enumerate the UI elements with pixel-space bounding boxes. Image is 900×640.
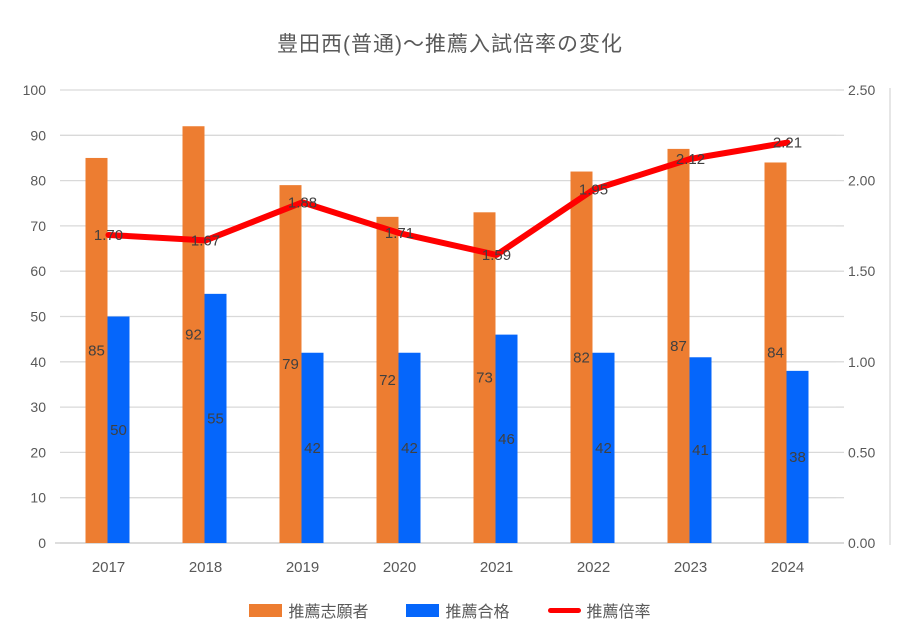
bar-data-label: 38 [789, 449, 806, 466]
legend-item-ratio[interactable]: 推薦倍率 [547, 598, 651, 622]
bar-data-label: 42 [304, 440, 321, 457]
orange-bar-swatch-icon [249, 603, 283, 617]
legend: 推薦志願者 推薦合格 推薦倍率 [0, 598, 900, 622]
bar-推薦志願者 [764, 162, 787, 544]
bar-推薦志願者 [570, 171, 593, 544]
right-axis-tick-label: 1.50 [848, 263, 875, 279]
bar-推薦合格 [204, 293, 227, 543]
right-axis-tick-label: 0.00 [848, 535, 875, 551]
bar-推薦志願者 [279, 185, 302, 543]
left-axis-tick-label: 60 [30, 263, 46, 279]
bar-data-label: 85 [88, 342, 105, 359]
bar-data-label: 42 [595, 440, 612, 457]
legend-label-applicants: 推薦志願者 [288, 604, 369, 621]
bar-推薦合格 [689, 357, 712, 543]
legend-label-ratio: 推薦倍率 [586, 604, 651, 621]
bar-推薦志願者 [473, 212, 496, 543]
left-axis-tick-label: 100 [23, 82, 47, 98]
left-axis-tick-label: 90 [30, 127, 46, 143]
bar-data-label: 46 [498, 431, 515, 448]
line-data-label: 1.70 [94, 227, 123, 244]
left-axis-tick-label: 40 [30, 354, 46, 370]
blue-bar-swatch-icon [406, 603, 440, 617]
left-axis-tick-label: 80 [30, 173, 46, 189]
x-axis-category-label: 2019 [286, 559, 319, 576]
legend-label-accepted: 推薦合格 [445, 604, 510, 621]
bar-推薦志願者 [376, 216, 399, 543]
bar-data-label: 50 [110, 422, 127, 439]
line-data-label: 1.71 [385, 225, 414, 242]
left-axis-tick-label: 30 [30, 399, 46, 415]
x-axis-category-label: 2018 [189, 559, 222, 576]
bar-推薦合格 [495, 334, 518, 543]
bar-data-label: 84 [767, 345, 784, 362]
bar-data-label: 82 [573, 349, 590, 366]
bar-推薦合格 [786, 370, 809, 543]
x-axis-category-label: 2023 [674, 559, 707, 576]
bar-推薦合格 [107, 316, 130, 543]
bar-data-label: 73 [476, 370, 493, 387]
left-axis-tick-label: 10 [30, 490, 46, 506]
line-data-label: 1.88 [288, 194, 317, 211]
ratio-line [105, 139, 791, 258]
right-axis-tick-label: 2.00 [848, 173, 875, 189]
bar-data-label: 92 [185, 327, 202, 344]
right-axis-tick-label: 1.00 [848, 354, 875, 370]
bar-data-label: 87 [670, 338, 687, 355]
bar-推薦合格 [301, 352, 324, 543]
x-axis-category-label: 2017 [92, 559, 125, 576]
bar-data-label: 42 [401, 440, 418, 457]
x-axis-category-label: 2022 [577, 559, 610, 576]
legend-item-accepted[interactable]: 推薦合格 [406, 598, 510, 622]
left-axis-tick-label: 0 [38, 535, 46, 551]
x-axis-category-label: 2020 [383, 559, 416, 576]
line-data-label: 1.59 [482, 247, 511, 264]
bar-data-label: 55 [207, 410, 224, 427]
line-data-label: 1.95 [579, 182, 608, 199]
chart-title: 豊田西(普通)～推薦入試倍率の変化 [277, 33, 623, 56]
right-axis-tick-label: 2.50 [848, 82, 875, 98]
line-data-label: 1.67 [191, 232, 220, 249]
bar-data-label: 41 [692, 442, 709, 459]
left-axis-tick-label: 50 [30, 309, 46, 325]
bar-推薦志願者 [667, 148, 690, 543]
left-axis-tick-label: 20 [30, 444, 46, 460]
x-axis-category-label: 2024 [771, 559, 804, 576]
bar-推薦合格 [398, 352, 421, 543]
bar-data-label: 79 [282, 356, 299, 373]
x-axis-category-label: 2021 [480, 559, 513, 576]
bar-data-label: 72 [379, 372, 396, 389]
right-axis-tick-label: 0.50 [848, 444, 875, 460]
line-data-label: 2.12 [676, 151, 705, 168]
left-axis-tick-label: 70 [30, 218, 46, 234]
red-line-swatch-icon [547, 607, 581, 613]
bar-推薦合格 [592, 352, 615, 543]
bar-推薦志願者 [85, 157, 108, 543]
legend-item-applicants[interactable]: 推薦志願者 [249, 598, 368, 622]
line-data-label: 2.21 [773, 135, 802, 152]
bar-推薦志願者 [182, 126, 205, 544]
